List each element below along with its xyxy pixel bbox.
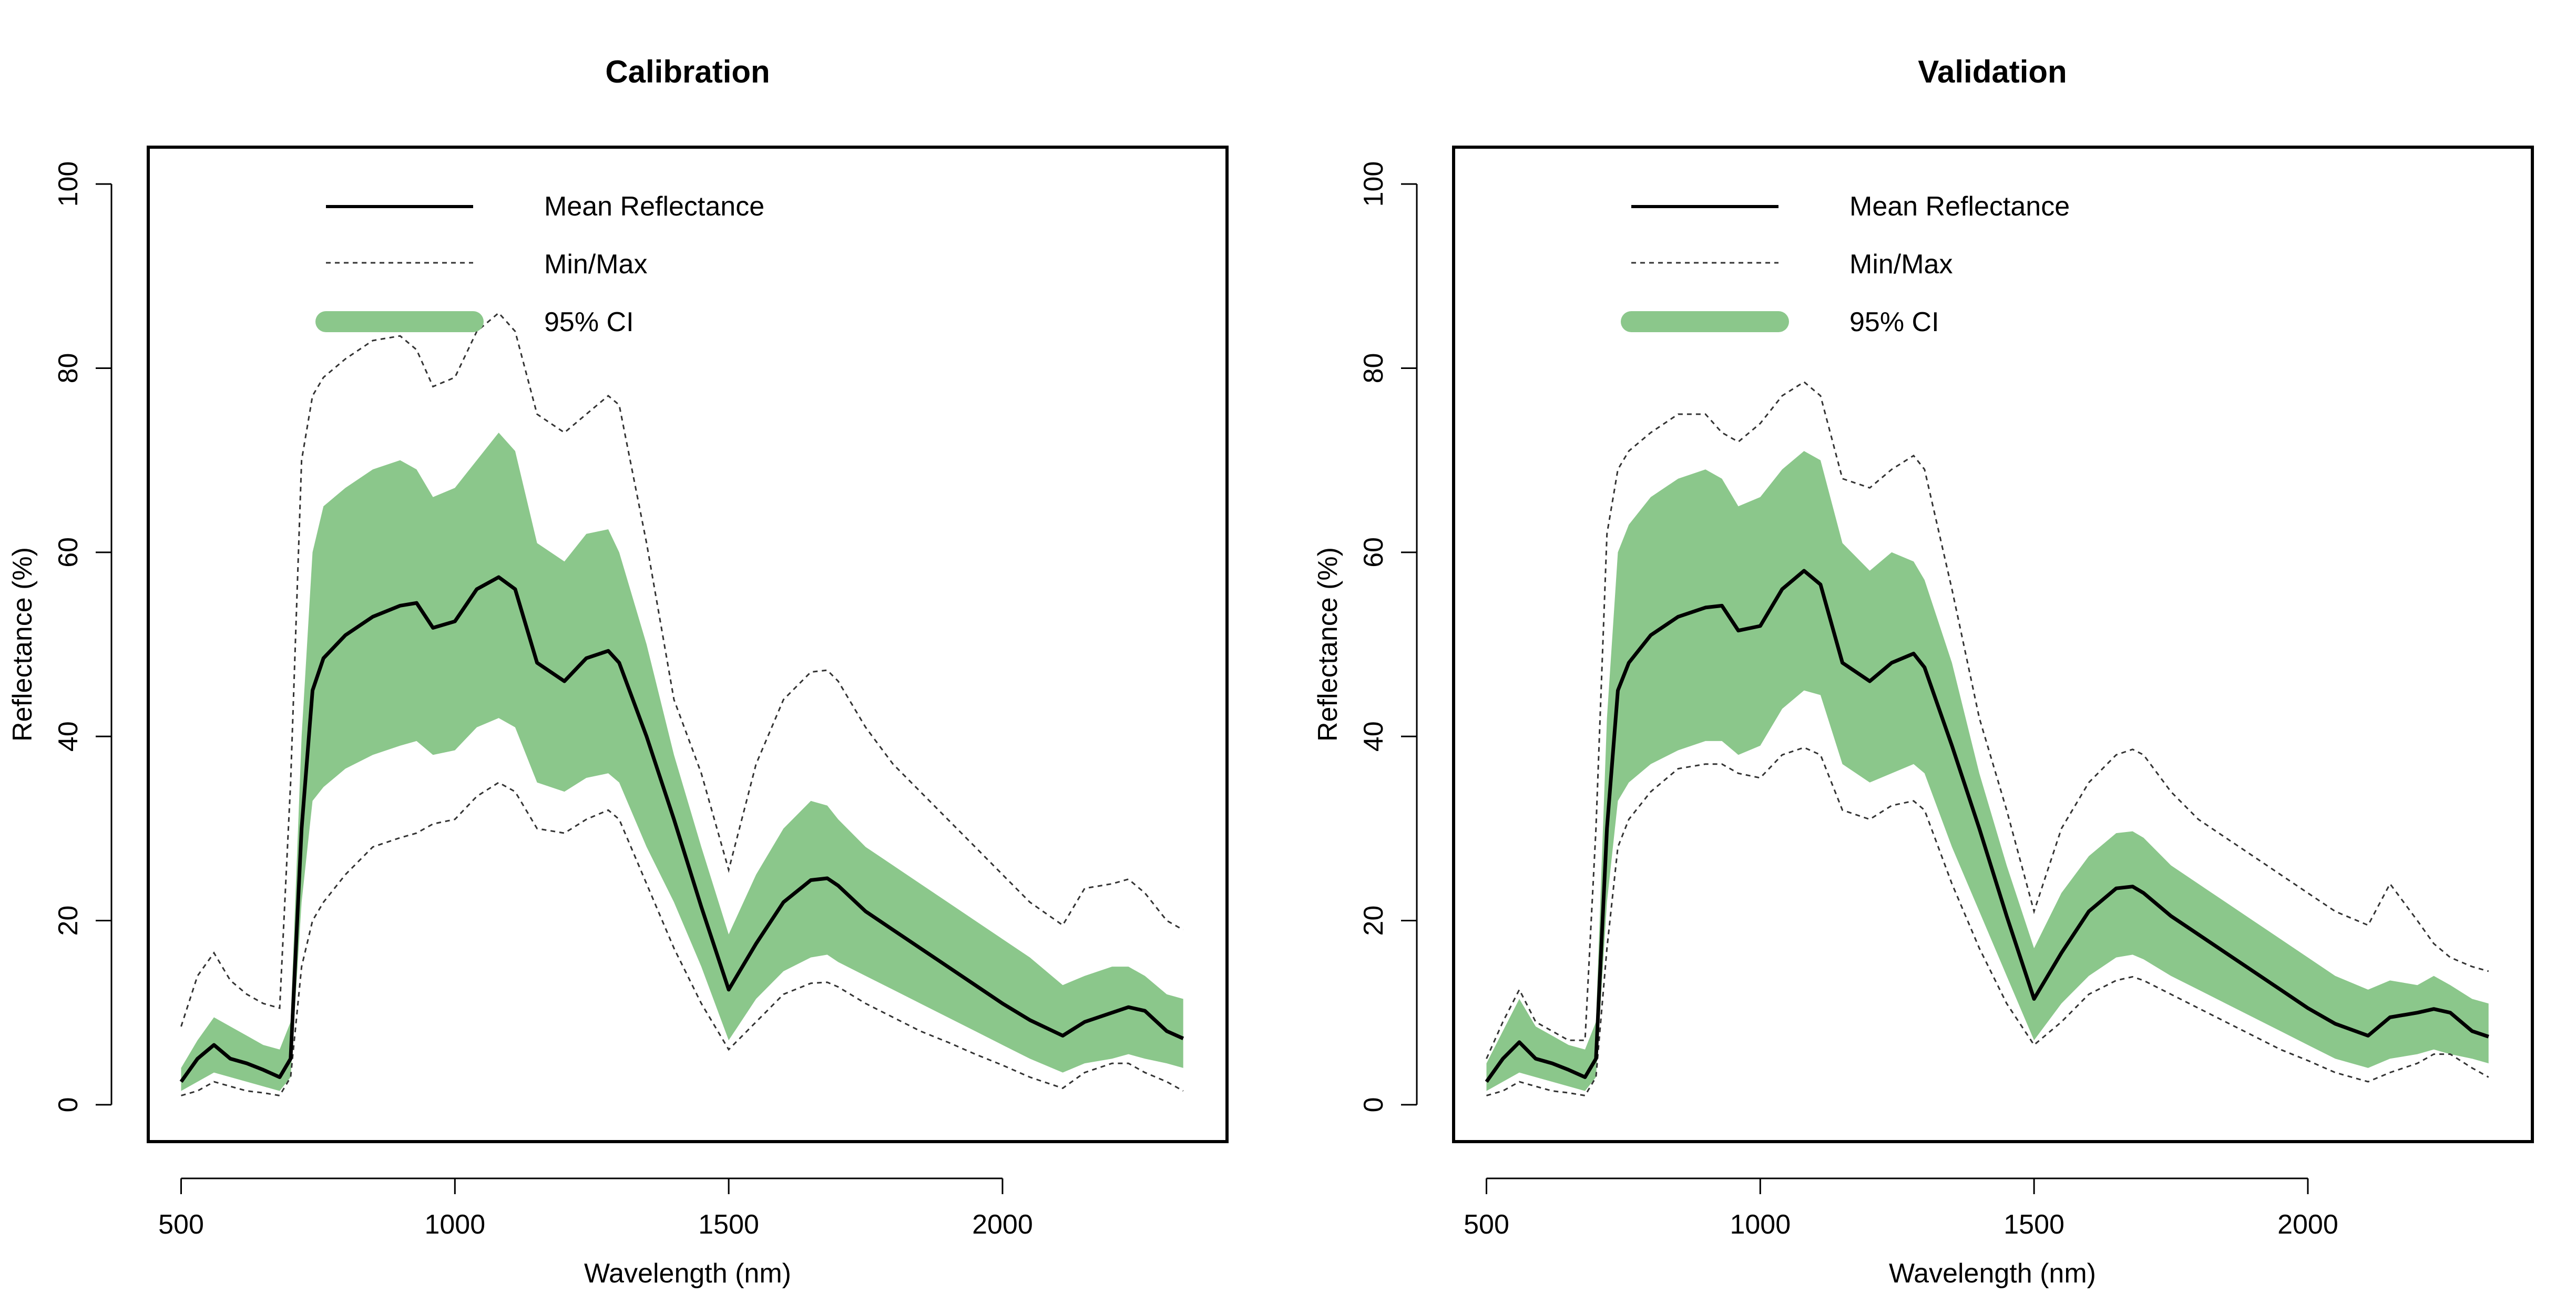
x-tick-label: 1000	[424, 1209, 485, 1240]
y-tick-label: 20	[53, 906, 84, 936]
chart-title: Validation	[1918, 54, 2067, 89]
y-tick-label: 40	[53, 721, 84, 752]
max-line	[180, 312, 1184, 1027]
x-tick-label: 1500	[2003, 1209, 2064, 1240]
y-tick-label: 20	[1358, 906, 1389, 936]
legend-label-minmax: Min/Max	[1849, 249, 1953, 280]
legend-label-mean: Mean Reflectance	[544, 191, 764, 222]
x-tick-label: 500	[1464, 1209, 1509, 1240]
y-tick-label: 80	[1358, 353, 1389, 384]
y-tick-label: 100	[1358, 161, 1389, 207]
min-line	[181, 782, 1184, 1097]
plot-frame	[1452, 146, 2534, 1143]
x-tick-label: 2000	[2277, 1209, 2338, 1240]
axis-layer: 500 1000 1500 2000 0 20 40 60 80 100	[53, 161, 1033, 1240]
validation-panel: Validation 500 1000 1500 2000 0 20 40 60 80 100 W…	[1313, 54, 2534, 1289]
plot-layer	[179, 312, 1184, 1097]
axis-layer: 500 1000 1500 2000 0 20 40 60 80 100	[1358, 161, 2338, 1240]
ci-band	[1486, 451, 2489, 1091]
x-tick-label: 500	[158, 1209, 204, 1240]
y-axis-label: Reflectance (%)	[1313, 547, 1343, 742]
y-tick-label: 0	[53, 1097, 84, 1112]
x-tick-label: 2000	[972, 1209, 1033, 1240]
x-axis-label: Wavelength (nm)	[584, 1258, 791, 1289]
legend-label-ci: 95% CI	[544, 307, 634, 337]
max-line	[1486, 381, 2489, 1059]
y-tick-label: 40	[1358, 721, 1389, 752]
plot-layer	[1485, 381, 2489, 1097]
x-tick-label: 1000	[1730, 1209, 1791, 1240]
x-axis-label: Wavelength (nm)	[1889, 1258, 2096, 1289]
legend-label-mean: Mean Reflectance	[1849, 191, 2070, 222]
ci-band	[181, 433, 1183, 1091]
y-tick-label: 80	[53, 353, 84, 384]
y-tick-label: 100	[53, 161, 84, 207]
y-axis-label: Reflectance (%)	[7, 547, 38, 742]
legend-label-ci: 95% CI	[1849, 307, 1939, 337]
calibration-panel: Calibration 500 1000 1500 2000020406080100 …	[7, 54, 1229, 1289]
x-tick-label: 1500	[698, 1209, 759, 1240]
legend-label-minmax: Min/Max	[544, 249, 647, 280]
chart-title: Calibration	[605, 54, 770, 89]
y-tick-label: 0	[1358, 1097, 1389, 1112]
mean-line	[1485, 569, 2489, 1083]
plot-frame	[147, 146, 1229, 1143]
legend: Mean Reflectance Min/Max 95% CI	[315, 191, 764, 337]
legend: Mean Reflectance Min/Max 95% CI	[1621, 191, 2070, 337]
y-tick-label: 60	[1358, 537, 1389, 568]
min-line	[1486, 746, 2489, 1097]
mean-line	[179, 575, 1184, 1083]
y-tick-label: 60	[53, 537, 84, 568]
